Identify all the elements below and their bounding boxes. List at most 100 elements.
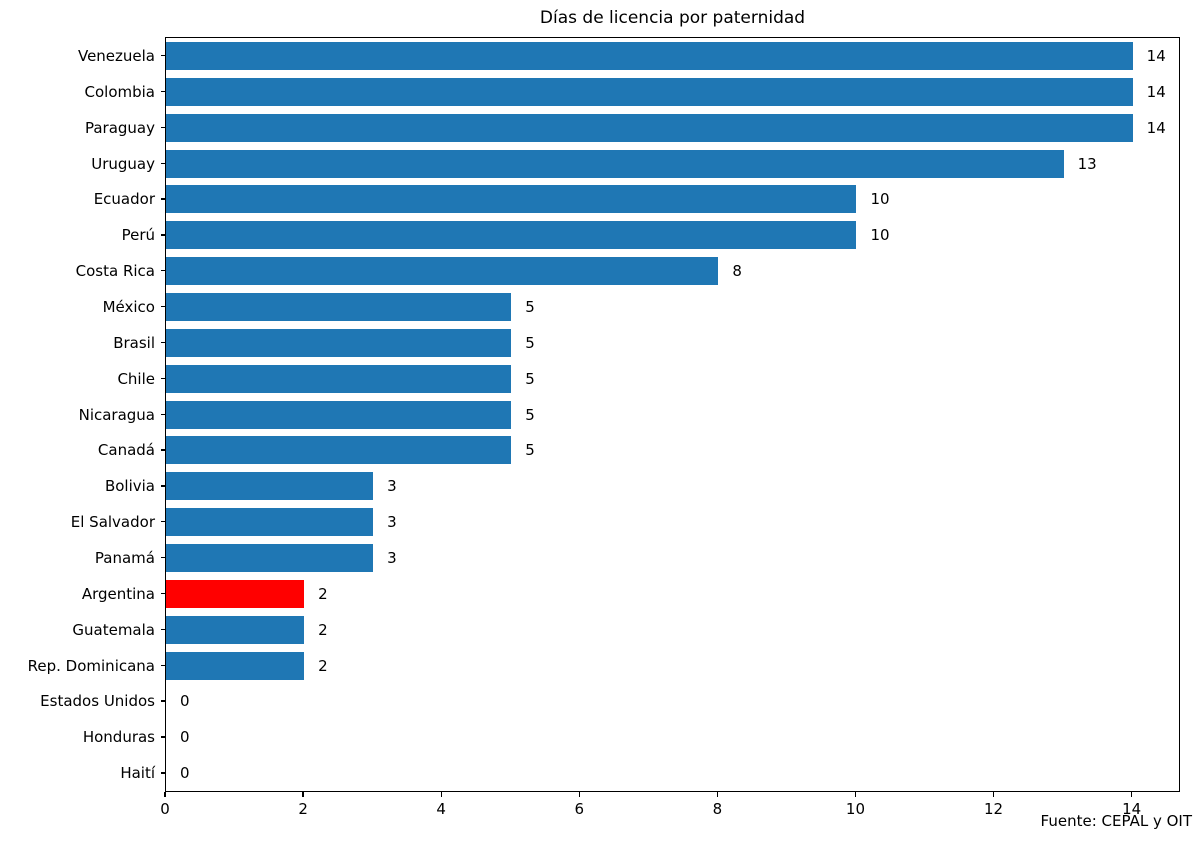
bar-value-label: 0 (180, 692, 190, 711)
y-tick-mark (161, 234, 166, 236)
bar-rows-container: Venezuela 14 Colombia 14 Paraguay 14 Uruguay 13… (28, 38, 1179, 791)
bar-value-label: 2 (318, 656, 328, 675)
bar-value-label: 5 (525, 441, 535, 460)
y-tick-mark (161, 377, 166, 380)
bar-value-label: 14 (1146, 46, 1166, 65)
bar (166, 41, 1133, 70)
y-axis-label: Paraguay (84, 118, 155, 137)
x-tick-mark (992, 792, 995, 797)
bar-row: Argentina 2 (82, 576, 1179, 612)
x-tick-label: 4 (436, 800, 446, 818)
y-tick-mark (161, 628, 166, 631)
bar-value-label: 5 (525, 333, 535, 352)
bar (166, 185, 857, 214)
bar (166, 328, 512, 357)
x-tick-label: 6 (574, 800, 585, 818)
y-axis-label: Argentina (81, 584, 155, 603)
y-axis-label: Canadá (97, 441, 155, 460)
bar-row: Canadá 5 (98, 432, 1179, 468)
bar-row: Haití 0 (120, 755, 1179, 791)
x-tick-label: 10 (845, 800, 866, 818)
y-axis-label: Uruguay (91, 154, 155, 173)
x-tick-mark (578, 792, 580, 797)
x-axis: 0 2 4 6 8 10 12 14 (160, 792, 1180, 832)
y-axis-label: Chile (117, 369, 155, 388)
bar-value-label: 5 (525, 297, 535, 316)
bar (166, 472, 374, 501)
bar (166, 257, 719, 286)
bar-row: Chile 5 (117, 361, 1179, 397)
y-tick-mark (161, 126, 166, 129)
y-tick-mark (161, 90, 166, 93)
bar (166, 149, 1064, 178)
bar-value-label: 8 (732, 262, 742, 281)
bar-value-label: 5 (525, 405, 535, 424)
bar (166, 615, 305, 644)
bar-row: Venezuela 14 (78, 38, 1179, 74)
y-axis-label: Panamá (94, 548, 155, 567)
bar-value-label: 3 (387, 513, 397, 532)
bar-row: Nicaragua 5 (79, 397, 1179, 433)
bar-value-label: 2 (318, 584, 328, 603)
x-tick-mark (716, 792, 719, 797)
y-tick-mark (161, 772, 166, 774)
y-axis-label: Bolivia (104, 477, 155, 496)
bar-row: Colombia 14 (85, 74, 1179, 110)
bar-row: Perú 10 (122, 217, 1179, 253)
y-axis-label: Venezuela (77, 46, 155, 65)
bar-row: Estados Unidos 0 (40, 683, 1179, 719)
bar-row: Ecuador 10 (94, 181, 1179, 217)
bar-row: Guatemala 2 (72, 612, 1179, 648)
bar (166, 77, 1133, 106)
bar (166, 221, 857, 250)
x-tick-mark (440, 792, 442, 797)
x-tick-mark (854, 792, 857, 797)
bar (166, 113, 1133, 142)
bar (166, 579, 305, 608)
x-tick-mark (302, 792, 304, 797)
x-tick-mark (1130, 792, 1133, 797)
y-tick-mark (161, 449, 166, 451)
y-axis-label: Nicaragua (78, 405, 155, 424)
x-tick-label: 14 (1122, 800, 1142, 818)
x-tick-mark (164, 792, 166, 797)
bar-row: Costa Rica 8 (76, 253, 1179, 289)
y-axis-label: Ecuador (93, 190, 155, 209)
y-tick-mark (161, 341, 166, 344)
bar-row: Paraguay 14 (85, 110, 1179, 146)
y-tick-mark (161, 162, 166, 164)
bar-value-label: 14 (1146, 82, 1166, 101)
y-axis-label: Perú (121, 226, 155, 245)
bar-row: México 5 (103, 289, 1179, 325)
x-tick-label: 0 (160, 800, 170, 818)
plot-area: Venezuela 14 Colombia 14 Paraguay 14 Uruguay 13… (28, 37, 1180, 792)
bar-value-label: 0 (180, 764, 190, 783)
y-axis-label: Brasil (113, 333, 155, 352)
bar-value-label: 3 (387, 548, 397, 567)
bar-row: Uruguay 13 (91, 146, 1179, 182)
x-tick-label: 12 (984, 800, 1004, 818)
bar (166, 364, 512, 393)
y-axis-label: El Salvador (70, 513, 155, 532)
x-tick-label: 8 (712, 800, 723, 818)
y-tick-mark (161, 736, 166, 738)
bar-row: El Salvador 3 (71, 504, 1179, 540)
bar-row: Panamá 3 (95, 540, 1179, 576)
y-axis-label: México (102, 297, 155, 316)
bar (166, 436, 512, 465)
y-axis-label: Guatemala (72, 620, 155, 639)
y-axis-label: Estados Unidos (40, 692, 155, 711)
y-axis-label: Costa Rica (75, 262, 155, 281)
bar-value-label: 5 (525, 369, 535, 388)
bar-value-label: 14 (1146, 118, 1166, 137)
y-tick-mark (161, 305, 166, 308)
y-tick-mark (161, 556, 166, 559)
bar (166, 508, 374, 537)
y-tick-mark (161, 521, 166, 523)
bar-row: Honduras 0 (83, 719, 1179, 755)
bar-value-label: 3 (387, 477, 397, 496)
y-tick-mark (161, 270, 166, 272)
y-axis-label: Haití (120, 764, 155, 783)
bar (166, 292, 512, 321)
